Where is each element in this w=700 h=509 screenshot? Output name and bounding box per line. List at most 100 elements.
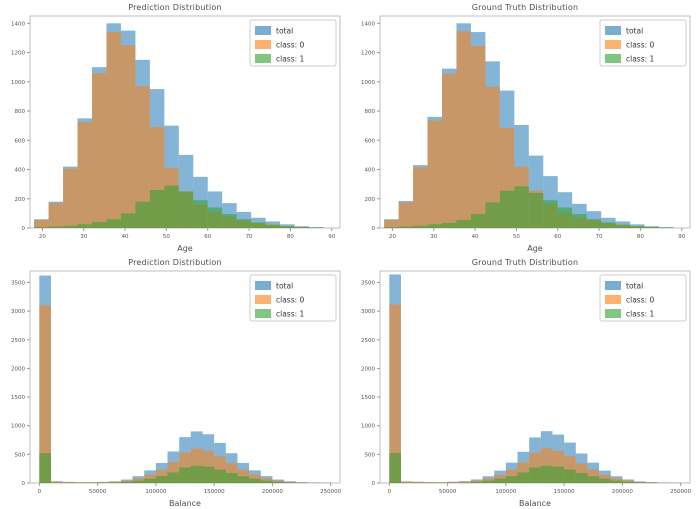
y-tick-label: 500 xyxy=(15,452,26,458)
histogram-bar xyxy=(179,467,191,483)
histogram-bar xyxy=(207,207,223,228)
histogram-bar xyxy=(132,480,145,483)
histogram-bar xyxy=(427,224,442,228)
histogram-bar xyxy=(389,452,401,483)
histogram-bar xyxy=(659,227,674,228)
x-tick-label: 30 xyxy=(430,234,437,240)
histogram-bar xyxy=(529,467,541,483)
legend-label: total xyxy=(626,27,643,36)
y-tick-label: 800 xyxy=(365,109,376,115)
y-tick-label: 2000 xyxy=(361,366,375,372)
histogram-bar xyxy=(39,305,51,483)
legend-label: class: 1 xyxy=(276,55,305,64)
histogram-bar xyxy=(106,32,121,228)
histogram-bar xyxy=(543,200,558,228)
histogram-bar xyxy=(92,222,107,228)
x-tick-label: 30 xyxy=(80,234,87,240)
histogram-bar xyxy=(456,31,471,228)
y-tick-label: 500 xyxy=(365,452,376,458)
histogram-bar xyxy=(564,469,576,483)
chart-panel-balance-ground-truth: 0 500 1000 1500 2000 2500 3000 3500 0 50000 100000… xyxy=(350,255,700,509)
y-tick-label: 200 xyxy=(365,197,376,203)
y-tick-label: 1400 xyxy=(11,21,25,27)
chart-panel-age-prediction: 0 200 400 600 800 1000 1200 1400 20 30 40 50 60 70 80 9… xyxy=(0,0,350,254)
legend-box xyxy=(599,19,687,67)
y-tick-label: 0 xyxy=(372,226,376,232)
histogram-bar xyxy=(610,480,623,483)
legend-swatch xyxy=(255,40,271,49)
legend-swatch xyxy=(255,54,271,63)
legend-swatch xyxy=(605,26,621,35)
legend-label: total xyxy=(276,27,293,36)
histogram-bar xyxy=(435,482,448,483)
x-tick-label: 100000 xyxy=(495,489,516,495)
histogram-bar xyxy=(295,482,308,483)
age-ground-truth-plot: 0 200 400 600 800 1000 1200 1400 20 30 40 50 60 70 80 9… xyxy=(350,0,700,254)
x-axis-label: Balance xyxy=(519,499,551,508)
plot-svg: 0 500 1000 1500 2000 2500 3000 3500 0 50000 100000… xyxy=(11,270,342,495)
x-tick-label: 0 xyxy=(388,489,392,495)
histogram-bar xyxy=(442,222,457,228)
y-tick-label: 600 xyxy=(365,138,376,144)
age-prediction-plot: 0 200 400 600 800 1000 1200 1400 20 30 40 50 60 70 80 9… xyxy=(0,0,350,254)
y-tick-label: 400 xyxy=(15,168,26,174)
legend-label: class: 0 xyxy=(276,41,305,50)
histogram-bar xyxy=(77,122,92,228)
legend-label: class: 0 xyxy=(626,296,655,305)
histogram-bar xyxy=(528,192,544,228)
legend-swatch xyxy=(605,281,621,290)
histogram-bar xyxy=(144,478,156,483)
x-tick-label: 150000 xyxy=(204,489,225,495)
histogram-bar xyxy=(413,225,428,228)
x-tick-label: 150000 xyxy=(554,489,575,495)
histogram-bar xyxy=(517,472,530,483)
histogram-bar xyxy=(149,189,165,228)
legend-label: total xyxy=(626,282,643,291)
histogram-bar xyxy=(634,482,646,483)
histogram-bar xyxy=(272,481,285,483)
histogram-bar xyxy=(193,200,208,228)
y-tick-label: 3500 xyxy=(361,280,375,286)
histogram-bar xyxy=(587,476,600,483)
legend-label: class: 1 xyxy=(626,55,655,64)
histogram-bar xyxy=(237,476,250,483)
histogram-bar xyxy=(167,472,180,483)
legend-box xyxy=(249,19,337,67)
histogram-bar xyxy=(120,213,136,228)
histogram-bar xyxy=(424,482,436,483)
histogram-bar xyxy=(384,219,399,228)
histogram-bar xyxy=(164,185,179,228)
legend-label: class: 1 xyxy=(626,310,655,319)
histogram-bar xyxy=(459,481,471,483)
x-tick-label: 80 xyxy=(637,234,644,240)
histogram-bar xyxy=(34,227,49,228)
histogram-bar xyxy=(280,226,295,228)
legend-swatch xyxy=(605,54,621,63)
histogram-bar xyxy=(400,481,413,483)
x-axis-label: Balance xyxy=(169,499,201,508)
histogram-bar xyxy=(48,203,64,228)
y-tick-label: 0 xyxy=(22,226,26,232)
y-tick-label: 0 xyxy=(372,481,376,487)
legend-label: class: 0 xyxy=(276,296,305,305)
histogram-bar xyxy=(630,226,645,228)
legend-swatch xyxy=(255,309,271,318)
y-tick-label: 2500 xyxy=(11,338,25,344)
plot-svg: 0 200 400 600 800 1000 1200 1400 20 30 40 50 60 70 80 9… xyxy=(361,15,691,240)
histogram-bar xyxy=(135,201,150,228)
x-tick-label: 40 xyxy=(122,234,129,240)
histogram-bar xyxy=(294,227,309,228)
histogram-bar xyxy=(178,191,194,228)
balance-prediction-plot: 0 500 1000 1500 2000 2500 3000 3500 0 50000 100000… xyxy=(0,255,350,509)
histogram-bar xyxy=(135,86,150,228)
histogram-bar xyxy=(552,466,565,483)
histogram-bar xyxy=(190,465,203,483)
histogram-bar xyxy=(48,226,64,228)
chart-title: Prediction Distribution xyxy=(128,3,222,12)
y-tick-label: 1000 xyxy=(361,424,375,430)
histogram-bar xyxy=(284,482,296,483)
histogram-bar xyxy=(587,469,600,483)
histogram-bar xyxy=(265,224,281,228)
histogram-bar xyxy=(74,482,86,483)
legend-swatch xyxy=(255,26,271,35)
